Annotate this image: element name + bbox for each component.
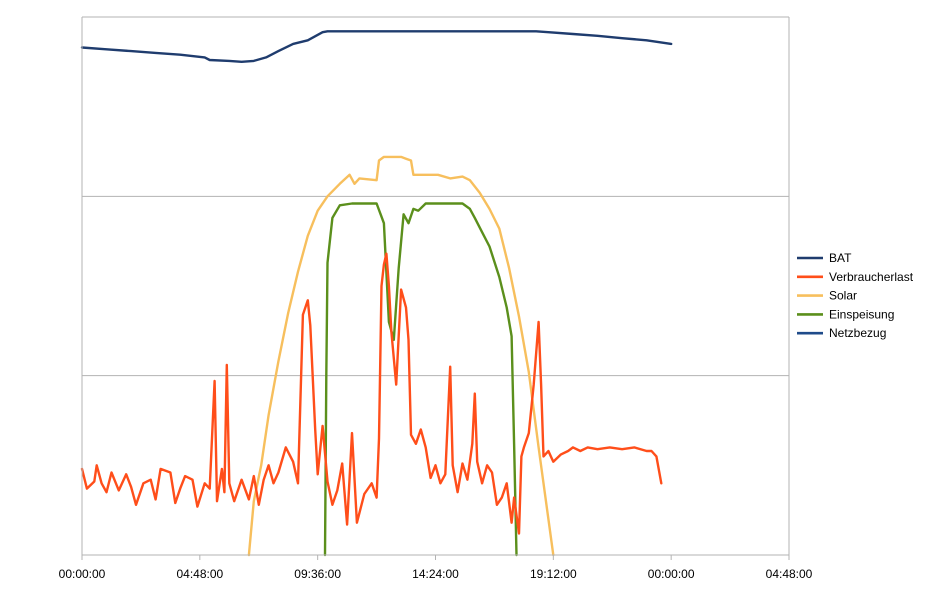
legend-label: BAT [829,251,852,265]
x-tick-label: 09:36:00 [294,567,341,581]
axes [81,17,790,556]
legend: BAT Verbraucherlast Solar Einspeisung Netzbe… [797,251,914,340]
x-tick-label: 19:12:00 [530,567,577,581]
x-tick-label: 00:00:00 [648,567,695,581]
x-tick-label: 00:00:00 [59,567,106,581]
x-axis-ticks: 00:00:00 04:48:00 09:36:00 14:24:00 19:12:00… [59,555,813,581]
series-layer [80,30,673,557]
legend-label: Verbraucherlast [829,270,914,284]
series-line-verbraucherlast [80,252,663,535]
x-tick-label: 14:24:00 [412,567,459,581]
x-tick-label: 04:48:00 [766,567,813,581]
x-tick-label: 04:48:00 [176,567,223,581]
series-line-bat [80,30,673,63]
legend-label: Solar [829,289,857,303]
legend-label: Einspeisung [829,307,894,321]
series-line-solar [247,155,555,557]
gridlines [82,16,789,556]
series-line-einspeisung [323,202,518,557]
legend-label: Netzbezug [829,326,886,340]
